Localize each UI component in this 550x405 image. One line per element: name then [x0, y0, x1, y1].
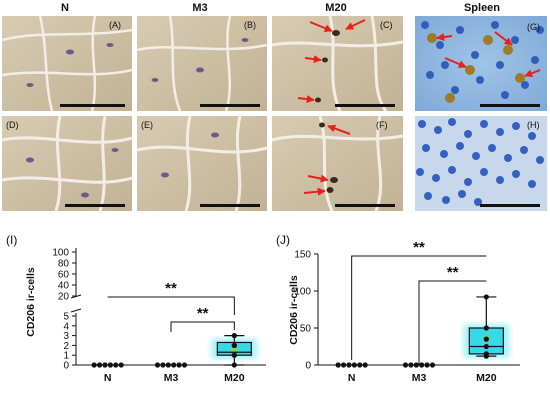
chart-i-y-upper-tick-label: 40 — [58, 281, 70, 292]
chart-i-data-point-m3 — [181, 362, 188, 368]
chart-i-data-point-m3 — [160, 362, 166, 368]
chart-i-significance-label: ** — [165, 280, 177, 297]
chart-j-data-point-m3 — [424, 362, 430, 368]
chart-j-data-point-n — [357, 362, 363, 368]
chart-j-data-point-n — [346, 362, 352, 368]
micrograph-panel-b: (B) — [136, 15, 268, 112]
chart-i-category-label-m3: M3 — [164, 372, 179, 384]
panel-label-a: (A) — [109, 20, 121, 30]
chart-i-y-upper-tick-label: 60 — [58, 270, 70, 281]
chart-i-data-point-m20 — [231, 362, 237, 368]
chart-i-data-point-m20 — [231, 342, 237, 348]
chart-j-category-label-n: N — [348, 372, 356, 384]
chart-i-data-point-n — [118, 362, 124, 368]
panel-label-g: (G) — [527, 22, 540, 32]
panel-label-h: (H) — [527, 120, 540, 130]
chart-j-significance-bracket — [351, 255, 487, 360]
chart-i-data-point-m3 — [154, 362, 161, 368]
chart-i-data-point-m20 — [231, 333, 237, 339]
chart-j-y-tick-label: 100 — [294, 287, 311, 298]
panel-label-c: (C) — [380, 20, 393, 30]
chart-i-category-label-n: N — [104, 372, 112, 384]
chart-i-data-point-m3 — [165, 362, 171, 368]
chart-j-data-point-m20 — [483, 325, 489, 331]
chart-i-y-lower-tick-label: 4 — [63, 321, 69, 332]
chart-i-data-point-n — [91, 362, 97, 368]
chart-j-y-tick-label: 50 — [300, 324, 312, 335]
chart-j-data-point-m20 — [483, 351, 489, 357]
chart-i-y-lower-tick-label: 2 — [63, 341, 69, 352]
chart-j: (J) CD206 ir-cells 0 50 100 150 N M3 M20 ** ** — [276, 233, 520, 384]
chart-j-y-axis-label: CD206 ir-cells — [288, 275, 300, 345]
chart-i-y-lower-tick-label: 1 — [63, 351, 69, 362]
micrograph-panel-c: (C) — [271, 15, 404, 112]
chart-j-significance-label: ** — [447, 264, 459, 281]
chart-j-data-point-m3 — [419, 362, 425, 368]
chart-i-data-point-n — [107, 362, 113, 368]
chart-i-data-point-m3 — [171, 362, 177, 368]
column-header-n: N — [61, 2, 69, 14]
micrograph-panel-d: (D) — [1, 115, 133, 212]
chart-i-data-point-n — [102, 362, 108, 368]
micrograph-panel-h: (H) — [415, 116, 547, 211]
chart-j-category-label-m20: M20 — [476, 372, 497, 384]
chart-j-data-point-n — [362, 362, 368, 368]
panel-label-f: (F) — [376, 120, 388, 130]
chart-j-data-point-n — [335, 362, 341, 368]
chart-i-significance-bracket — [107, 296, 235, 315]
chart-j-category-label-m3: M3 — [412, 372, 427, 384]
column-header-spleen: Spleen — [464, 2, 500, 14]
chart-i-category-label-m20: M20 — [224, 372, 245, 384]
chart-j-data-point-n — [351, 362, 357, 368]
chart-i-panel-label: (I) — [6, 233, 17, 247]
chart-j-significance-label: ** — [413, 239, 425, 256]
chart-j-data-point-m3 — [413, 362, 419, 368]
chart-i-y-lower-tick-label: 5 — [63, 312, 69, 323]
panel-label-b: (B) — [244, 20, 256, 30]
chart-i-significance-label: ** — [197, 305, 209, 322]
micrograph-panel-f: (F) — [271, 115, 404, 212]
chart-i-y-upper-tick-label: 80 — [58, 259, 70, 270]
panel-label-d: (D) — [6, 120, 19, 130]
chart-j-y-tick-label: 150 — [294, 250, 311, 261]
chart-i-y-lower-tick-label: 3 — [63, 331, 69, 342]
chart-j-panel-label: (J) — [276, 233, 290, 247]
chart-j-data-point-m3 — [429, 362, 436, 368]
chart-j-y-tick-label: 0 — [305, 361, 311, 372]
micrograph-panel-g: (G) — [415, 16, 547, 111]
chart-j-data-point-m3 — [402, 362, 409, 368]
panel-label-e: (E) — [141, 120, 153, 130]
column-header-m20: M20 — [325, 2, 346, 14]
chart-i-data-point-n — [113, 362, 119, 368]
chart-i-significance-bracket — [170, 321, 235, 332]
chart-i-data-point-m20 — [231, 352, 237, 358]
chart-i-y-lower-tick-label: 0 — [63, 361, 69, 372]
chart-j-data-point-n — [340, 362, 347, 368]
chart-i-y-upper-tick-label: 20 — [58, 292, 70, 303]
chart-j-significance-bracket — [418, 280, 487, 365]
column-header-m3: M3 — [192, 2, 207, 14]
chart-j-data-point-m20 — [483, 343, 489, 350]
chart-j-data-point-m20 — [483, 336, 489, 342]
chart-i-y-axis-label: CD206 ir-cells — [25, 267, 37, 337]
micrograph-panel-e: (E) — [136, 115, 268, 212]
chart-i-axis-break-mark-2 — [70, 308, 82, 313]
chart-j-data-point-m20 — [483, 294, 489, 300]
micrograph-panel-a: (A) — [1, 15, 133, 112]
chart-i-y-upper-tick-label: 100 — [52, 248, 69, 259]
chart-i-data-point-n — [96, 362, 103, 368]
chart-j-data-point-m3 — [408, 362, 414, 368]
chart-i-data-point-m3 — [176, 362, 182, 368]
